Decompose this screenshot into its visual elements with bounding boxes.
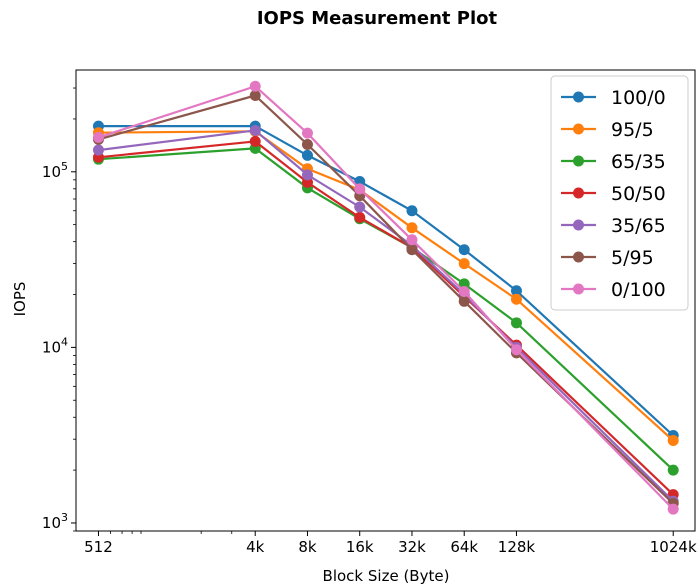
- legend-swatch-marker: [573, 123, 584, 135]
- y-tick-exponent: 4: [61, 335, 68, 348]
- legend-label: 35/65: [611, 215, 666, 237]
- legend-item: 35/65: [561, 215, 666, 237]
- series-line: [98, 85, 674, 510]
- data-point: [301, 149, 313, 161]
- data-point: [667, 503, 679, 515]
- legend-label: 100/0: [611, 87, 666, 109]
- legend-swatch-marker: [573, 91, 584, 103]
- data-point: [510, 317, 522, 329]
- data-point: [406, 222, 418, 234]
- x-tick-label: 64k: [450, 538, 478, 556]
- legend-swatch-marker: [573, 283, 584, 295]
- y-tick-exponent: 5: [61, 160, 68, 173]
- legend-swatch-marker: [573, 219, 584, 231]
- data-point: [510, 344, 522, 356]
- data-point: [458, 244, 470, 256]
- x-tick-label: 32k: [398, 538, 426, 556]
- x-tick-label: 1024k: [650, 538, 697, 556]
- y-tick-label: 104: [42, 335, 68, 356]
- data-point: [458, 295, 470, 307]
- x-tick-label: 128k: [498, 538, 536, 556]
- legend-label: 65/35: [611, 151, 666, 173]
- legend-swatch-marker: [573, 251, 584, 263]
- series-line: [98, 94, 674, 505]
- data-point: [458, 278, 470, 290]
- data-point: [354, 201, 366, 213]
- legend-item: 95/5: [561, 119, 654, 141]
- y-tick-label: 105: [42, 160, 68, 181]
- legend-swatch-marker: [573, 187, 584, 199]
- data-point: [92, 131, 104, 143]
- data-point: [510, 285, 522, 297]
- x-tick-label: 512: [84, 538, 113, 556]
- data-point: [354, 183, 366, 195]
- x-tick-label: 16k: [346, 538, 374, 556]
- data-point: [354, 211, 366, 223]
- series-0-100: [92, 80, 679, 515]
- data-point: [667, 464, 679, 476]
- data-point: [458, 258, 470, 270]
- series-line: [98, 140, 674, 496]
- data-point: [92, 144, 104, 156]
- legend: 100/0 95/5 65/35 50/50 35/65 5/95 0/100: [550, 75, 689, 311]
- data-point: [301, 127, 313, 139]
- data-point: [510, 293, 522, 305]
- legend-label: 5/95: [611, 247, 654, 269]
- chart-title: IOPS Measurement Plot: [257, 8, 498, 29]
- data-point: [301, 139, 313, 151]
- data-point: [249, 80, 261, 92]
- legend-label: 50/50: [611, 183, 666, 205]
- legend-item: 0/100: [561, 279, 666, 301]
- data-point: [249, 124, 261, 136]
- legend-item: 65/35: [561, 151, 666, 173]
- x-tick-label: 4k: [246, 538, 265, 556]
- data-point: [249, 89, 261, 101]
- data-point: [458, 286, 470, 298]
- data-point: [406, 234, 418, 246]
- legend-item: 100/0: [561, 87, 666, 109]
- legend-item: 5/95: [561, 247, 654, 269]
- plot-layer: 103 104 105 512 4k 8k 16k 32k 64k 128k 1024k 100/0 9…: [42, 69, 697, 556]
- series-line: [98, 124, 674, 437]
- legend-swatch-marker: [573, 155, 584, 167]
- x-tick-label: 8k: [298, 538, 317, 556]
- x-axis-label: Block Size (Byte): [323, 567, 450, 585]
- data-point: [406, 205, 418, 217]
- legend-label: 0/100: [611, 279, 666, 301]
- data-point: [301, 169, 313, 181]
- data-point: [249, 135, 261, 147]
- legend-item: 50/50: [561, 183, 666, 205]
- y-tick-exponent: 3: [61, 511, 68, 524]
- plot-frame: [75, 69, 696, 532]
- legend-box: [550, 75, 689, 311]
- y-axis-label: IOPS: [11, 282, 29, 317]
- y-tick-label: 103: [42, 511, 68, 532]
- legend-label: 95/5: [611, 119, 654, 141]
- data-point: [406, 244, 418, 256]
- data-point: [667, 434, 679, 446]
